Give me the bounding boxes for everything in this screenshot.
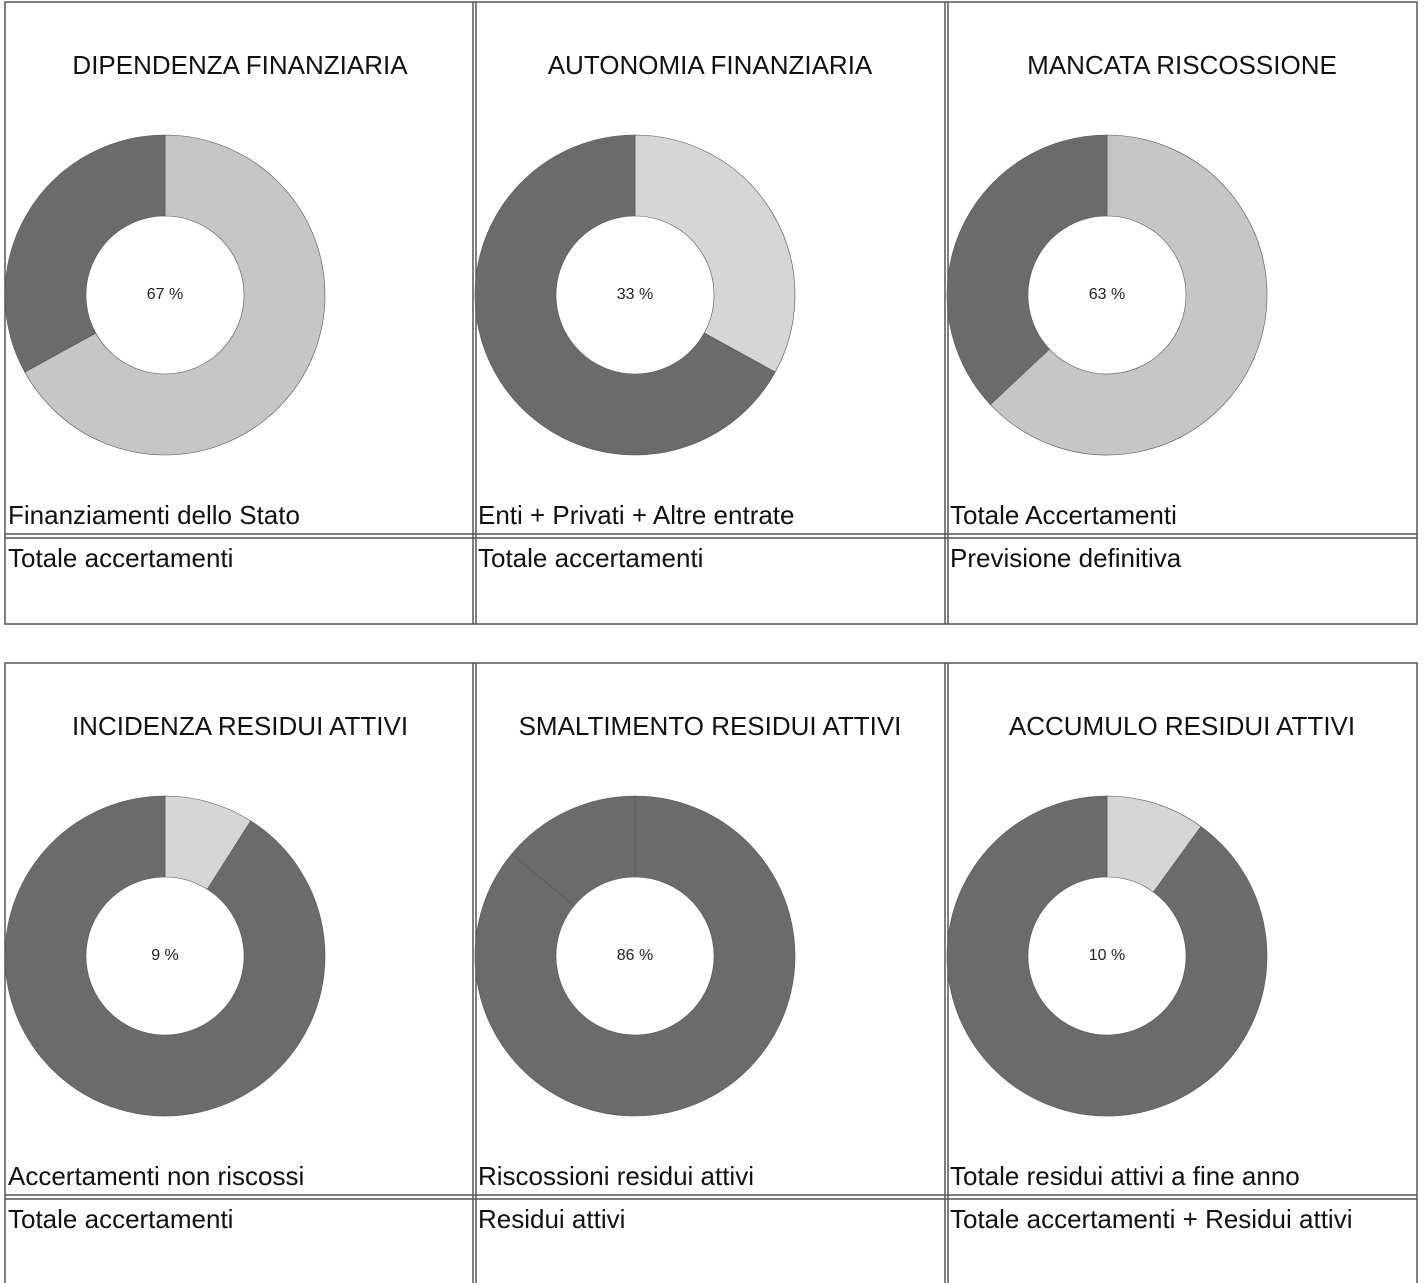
denominator: Totale accertamenti + Residui attivi xyxy=(950,1204,1352,1234)
chart-title: ACCUMULO RESIDUI ATTIVI xyxy=(1009,711,1355,741)
numerator: Finanziamenti dello Stato xyxy=(8,500,300,530)
donut-label: 63 % xyxy=(1089,286,1125,303)
numerator: Accertamenti non riscossi xyxy=(8,1161,304,1191)
denominator: Totale accertamenti xyxy=(8,1204,233,1234)
donut-label: 86 % xyxy=(617,947,653,964)
chart-title: SMALTIMENTO RESIDUI ATTIVI xyxy=(519,711,902,741)
donut-segment xyxy=(24,134,326,456)
denominator: Residui attivi xyxy=(478,1204,625,1234)
denominator: Totale accertamenti xyxy=(478,543,703,573)
donut-label: 10 % xyxy=(1089,947,1125,964)
donut-rest xyxy=(946,795,1268,1117)
numerator: Riscossioni residui attivi xyxy=(478,1161,754,1191)
chart-title: MANCATA RISCOSSIONE xyxy=(1027,50,1337,80)
chart-title: AUTONOMIA FINANZIARIA xyxy=(548,50,873,80)
donut-label: 9 % xyxy=(151,947,179,964)
donut-rest xyxy=(511,795,636,907)
donut-rest xyxy=(946,134,1108,405)
donut-rest xyxy=(4,795,326,1117)
donut-segment xyxy=(989,134,1268,456)
donut-segment xyxy=(634,134,796,373)
donut-rest xyxy=(4,134,166,373)
chart-title: INCIDENZA RESIDUI ATTIVI xyxy=(72,711,408,741)
donut-segment xyxy=(474,795,796,1117)
denominator: Totale accertamenti xyxy=(8,543,233,573)
donut-label: 33 % xyxy=(617,286,653,303)
donut-label: 67 % xyxy=(147,286,183,303)
donut-rest xyxy=(474,134,776,456)
numerator: Totale Accertamenti xyxy=(950,500,1177,530)
chart-title: DIPENDENZA FINANZIARIA xyxy=(72,50,408,80)
numerator: Totale residui attivi a fine anno xyxy=(950,1161,1300,1191)
table-border xyxy=(4,1,1418,625)
denominator: Previsione definitiva xyxy=(950,543,1182,573)
numerator: Enti + Privati + Altre entrate xyxy=(478,500,795,530)
table-border xyxy=(4,662,1418,1283)
